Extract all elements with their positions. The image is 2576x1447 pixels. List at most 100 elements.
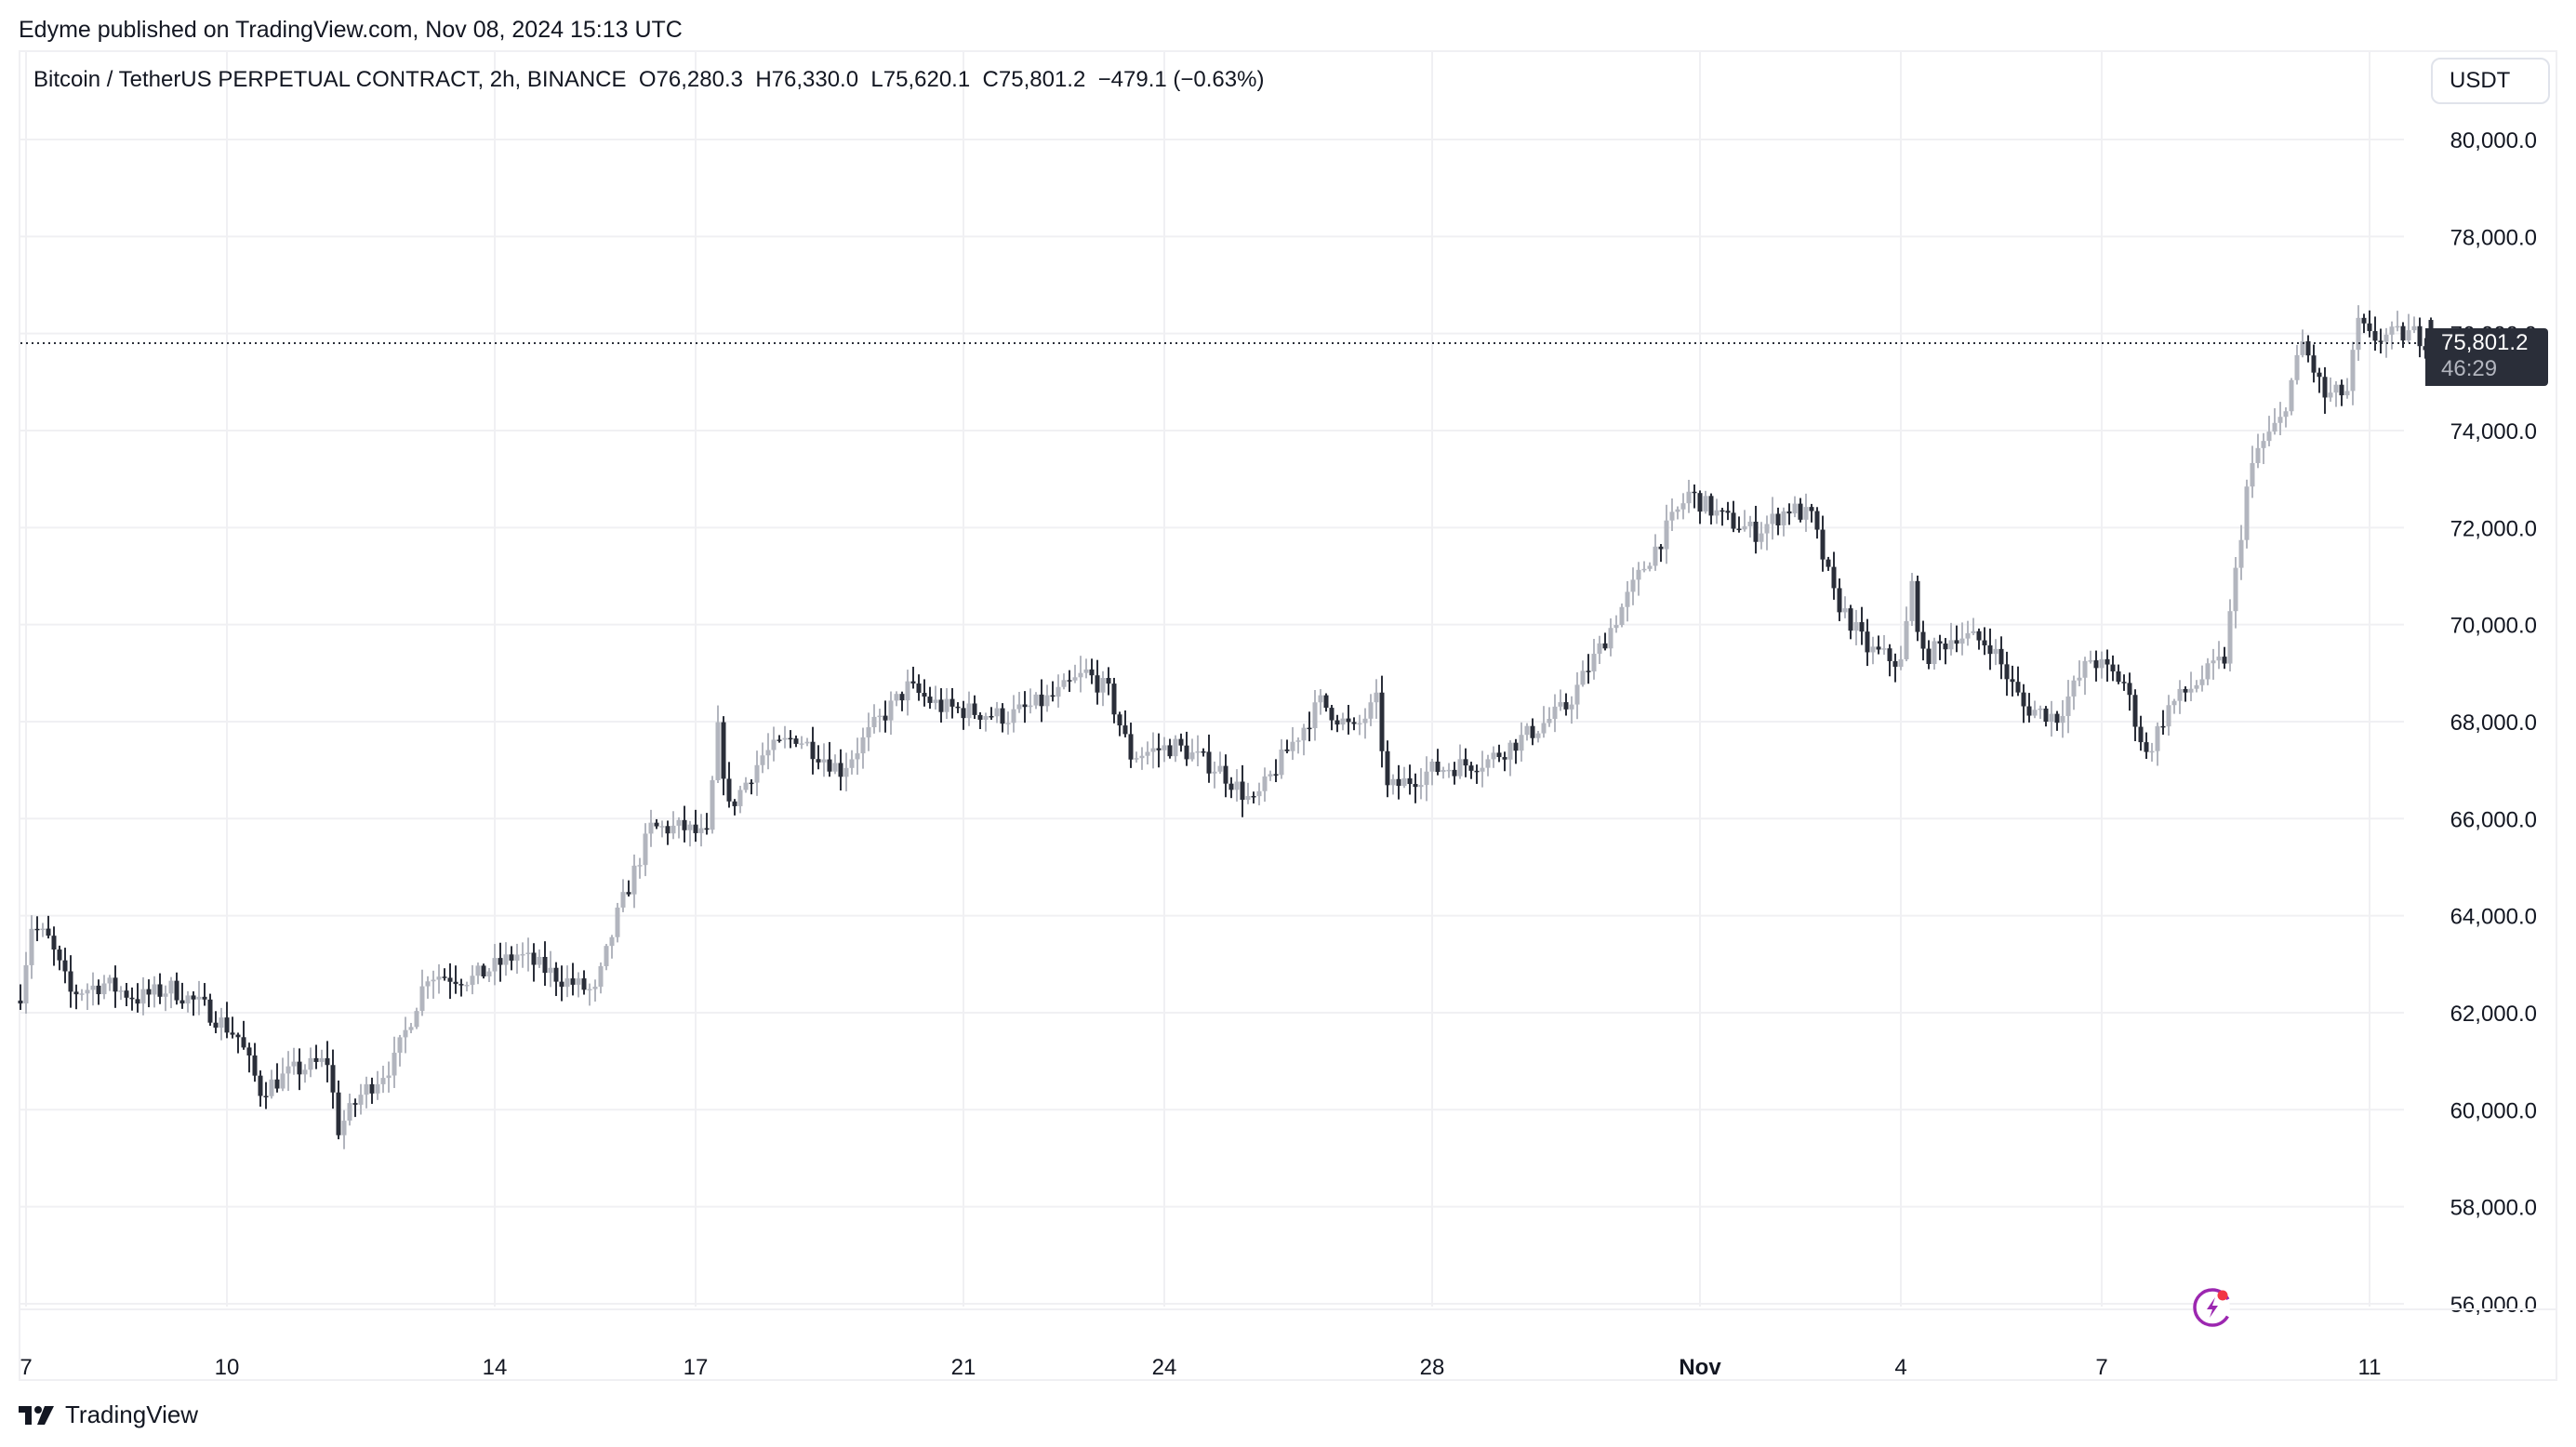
symbol-title[interactable]: Bitcoin / TetherUS PERPETUAL CONTRACT, 2… [33,67,627,92]
candle [754,764,760,783]
candle [1580,670,1586,685]
candle [85,989,90,994]
candle [1982,640,1987,646]
candle [1362,718,1368,724]
candle [1747,521,1753,526]
candle [319,1057,325,1062]
candle [313,1057,319,1062]
candle [1150,748,1156,752]
candle [336,1092,341,1135]
candle [1061,680,1067,687]
candle [1318,695,1323,703]
candle [1586,670,1591,672]
candle [18,1000,23,1004]
candle [877,715,883,718]
y-axis-label: 68,000.0 [2450,710,2537,736]
candle [537,957,542,965]
candle [1067,680,1072,682]
candle [73,991,79,995]
candle [514,954,520,961]
candle [2032,710,2038,716]
candle [1814,511,1820,530]
candle [269,1079,274,1096]
y-axis-label: 58,000.0 [2450,1196,2537,1221]
candle [341,1121,347,1135]
candle [174,980,179,1001]
candle [34,928,40,931]
candle [2155,725,2160,751]
y-axis-label: 80,000.0 [2450,128,2537,153]
candle [749,782,754,785]
candle [96,985,101,995]
candle [1591,653,1597,672]
candle [403,1029,408,1038]
candle [297,1061,302,1075]
candle [347,1103,352,1122]
candle [1452,769,1457,777]
candle [408,1027,414,1030]
tradingview-brand[interactable]: TradingView [19,1401,198,1429]
candle [1290,741,1295,751]
candle [1463,759,1468,766]
candle [1145,751,1150,756]
candle [1965,632,1971,639]
currency-button[interactable]: USDT [2431,58,2550,104]
candle [615,907,620,937]
candle [219,1017,224,1029]
candle [330,1065,336,1093]
candle [274,1079,280,1089]
candle [631,865,637,895]
candle [453,981,458,985]
candle [40,928,46,931]
candle [2272,422,2277,432]
candle [1284,749,1290,751]
candle [2411,325,2417,331]
lightning-bolt-icon[interactable] [2192,1285,2235,1333]
candle [1167,745,1173,757]
candle [743,782,749,790]
candle [1976,631,1982,641]
candle [910,681,916,684]
y-axis-label: 72,000.0 [2450,516,2537,541]
symbol-legend: Bitcoin / TetherUS PERPETUAL CONTRACT, 2… [33,67,1264,93]
candle [804,741,810,744]
candle [626,892,631,895]
candle [531,952,537,965]
candle [905,681,910,701]
candle [1106,678,1111,684]
candle [1424,771,1429,786]
candle [1095,675,1100,693]
candle [548,967,553,974]
candle [1217,765,1223,772]
candle [1563,702,1569,710]
candle [509,954,514,961]
candle [1201,750,1206,753]
candle [520,954,525,956]
candle [1480,767,1485,772]
y-axis-label: 74,000.0 [2450,419,2537,445]
candle [866,727,871,737]
candle [1613,625,1619,629]
candle [1485,759,1491,768]
candle [715,722,721,780]
candle [442,976,447,978]
chart-frame [19,50,2557,1381]
candle [1111,684,1117,715]
candle [397,1037,403,1054]
x-axis-label: 28 [1420,1355,1445,1380]
candle [62,960,68,972]
candle [358,1095,364,1105]
candle [2026,706,2032,716]
candle [1697,493,1703,512]
candle [1764,524,1770,534]
y-axis-label: 64,000.0 [2450,905,2537,930]
candle [2116,670,2121,683]
candle [2121,682,2127,684]
candle [1251,795,1256,798]
candle [386,1075,392,1079]
candle [1279,749,1284,776]
candle [481,965,486,976]
candle [1831,566,1837,589]
candle [1954,640,1959,644]
